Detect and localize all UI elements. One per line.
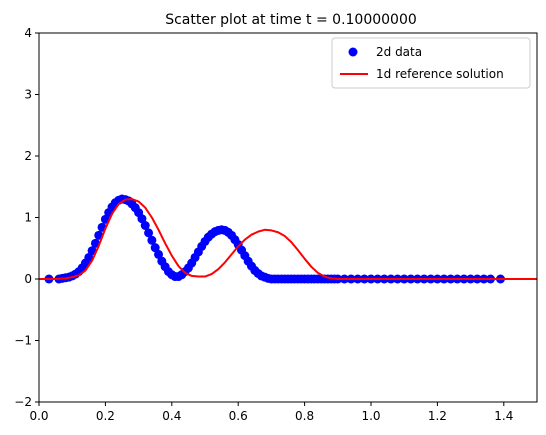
data-point bbox=[147, 235, 157, 245]
data-point bbox=[84, 252, 94, 262]
data-point bbox=[137, 214, 147, 224]
y-tick-label: −1 bbox=[14, 334, 32, 348]
x-tick-label: 0.4 bbox=[162, 409, 181, 423]
y-tick-label: 3 bbox=[24, 88, 32, 102]
y-tick-label: 4 bbox=[24, 26, 32, 40]
legend-entry-label: 1d reference solution bbox=[376, 67, 504, 81]
data-point bbox=[90, 238, 100, 248]
x-tick-label: 0.2 bbox=[96, 409, 115, 423]
data-point bbox=[144, 228, 154, 238]
data-point bbox=[87, 246, 97, 256]
y-tick-label: −2 bbox=[14, 395, 32, 409]
chart-title: Scatter plot at time t = 0.10000000 bbox=[165, 12, 417, 28]
axis-ticks: 0.0 0.2 0.4 0.6 0.8 1.0 1.2 1.4 −2 −1 0 1 2 3 4 bbox=[14, 26, 513, 423]
x-tick-label: 1.2 bbox=[428, 409, 447, 423]
plot-area bbox=[38, 32, 538, 403]
y-tick-label: 1 bbox=[24, 211, 32, 225]
legend-box bbox=[331, 37, 531, 89]
x-tick-label: 0.6 bbox=[229, 409, 248, 423]
series-reference-line bbox=[39, 198, 537, 280]
y-tick-label: 2 bbox=[24, 149, 32, 163]
legend: 2d data 1d reference solution bbox=[331, 37, 531, 89]
x-tick-label: 0.8 bbox=[295, 409, 314, 423]
data-point bbox=[140, 221, 150, 230]
x-tick-label: 1.4 bbox=[494, 409, 513, 423]
legend-marker-points bbox=[348, 47, 358, 57]
y-tick-label: 0 bbox=[24, 272, 32, 286]
legend-entry-label: 2d data bbox=[376, 45, 422, 59]
data-point bbox=[154, 249, 164, 259]
series-2d-data bbox=[44, 194, 505, 284]
data-point bbox=[150, 243, 160, 253]
x-tick-label: 1.0 bbox=[361, 409, 380, 423]
x-tick-label: 0.0 bbox=[29, 409, 48, 423]
